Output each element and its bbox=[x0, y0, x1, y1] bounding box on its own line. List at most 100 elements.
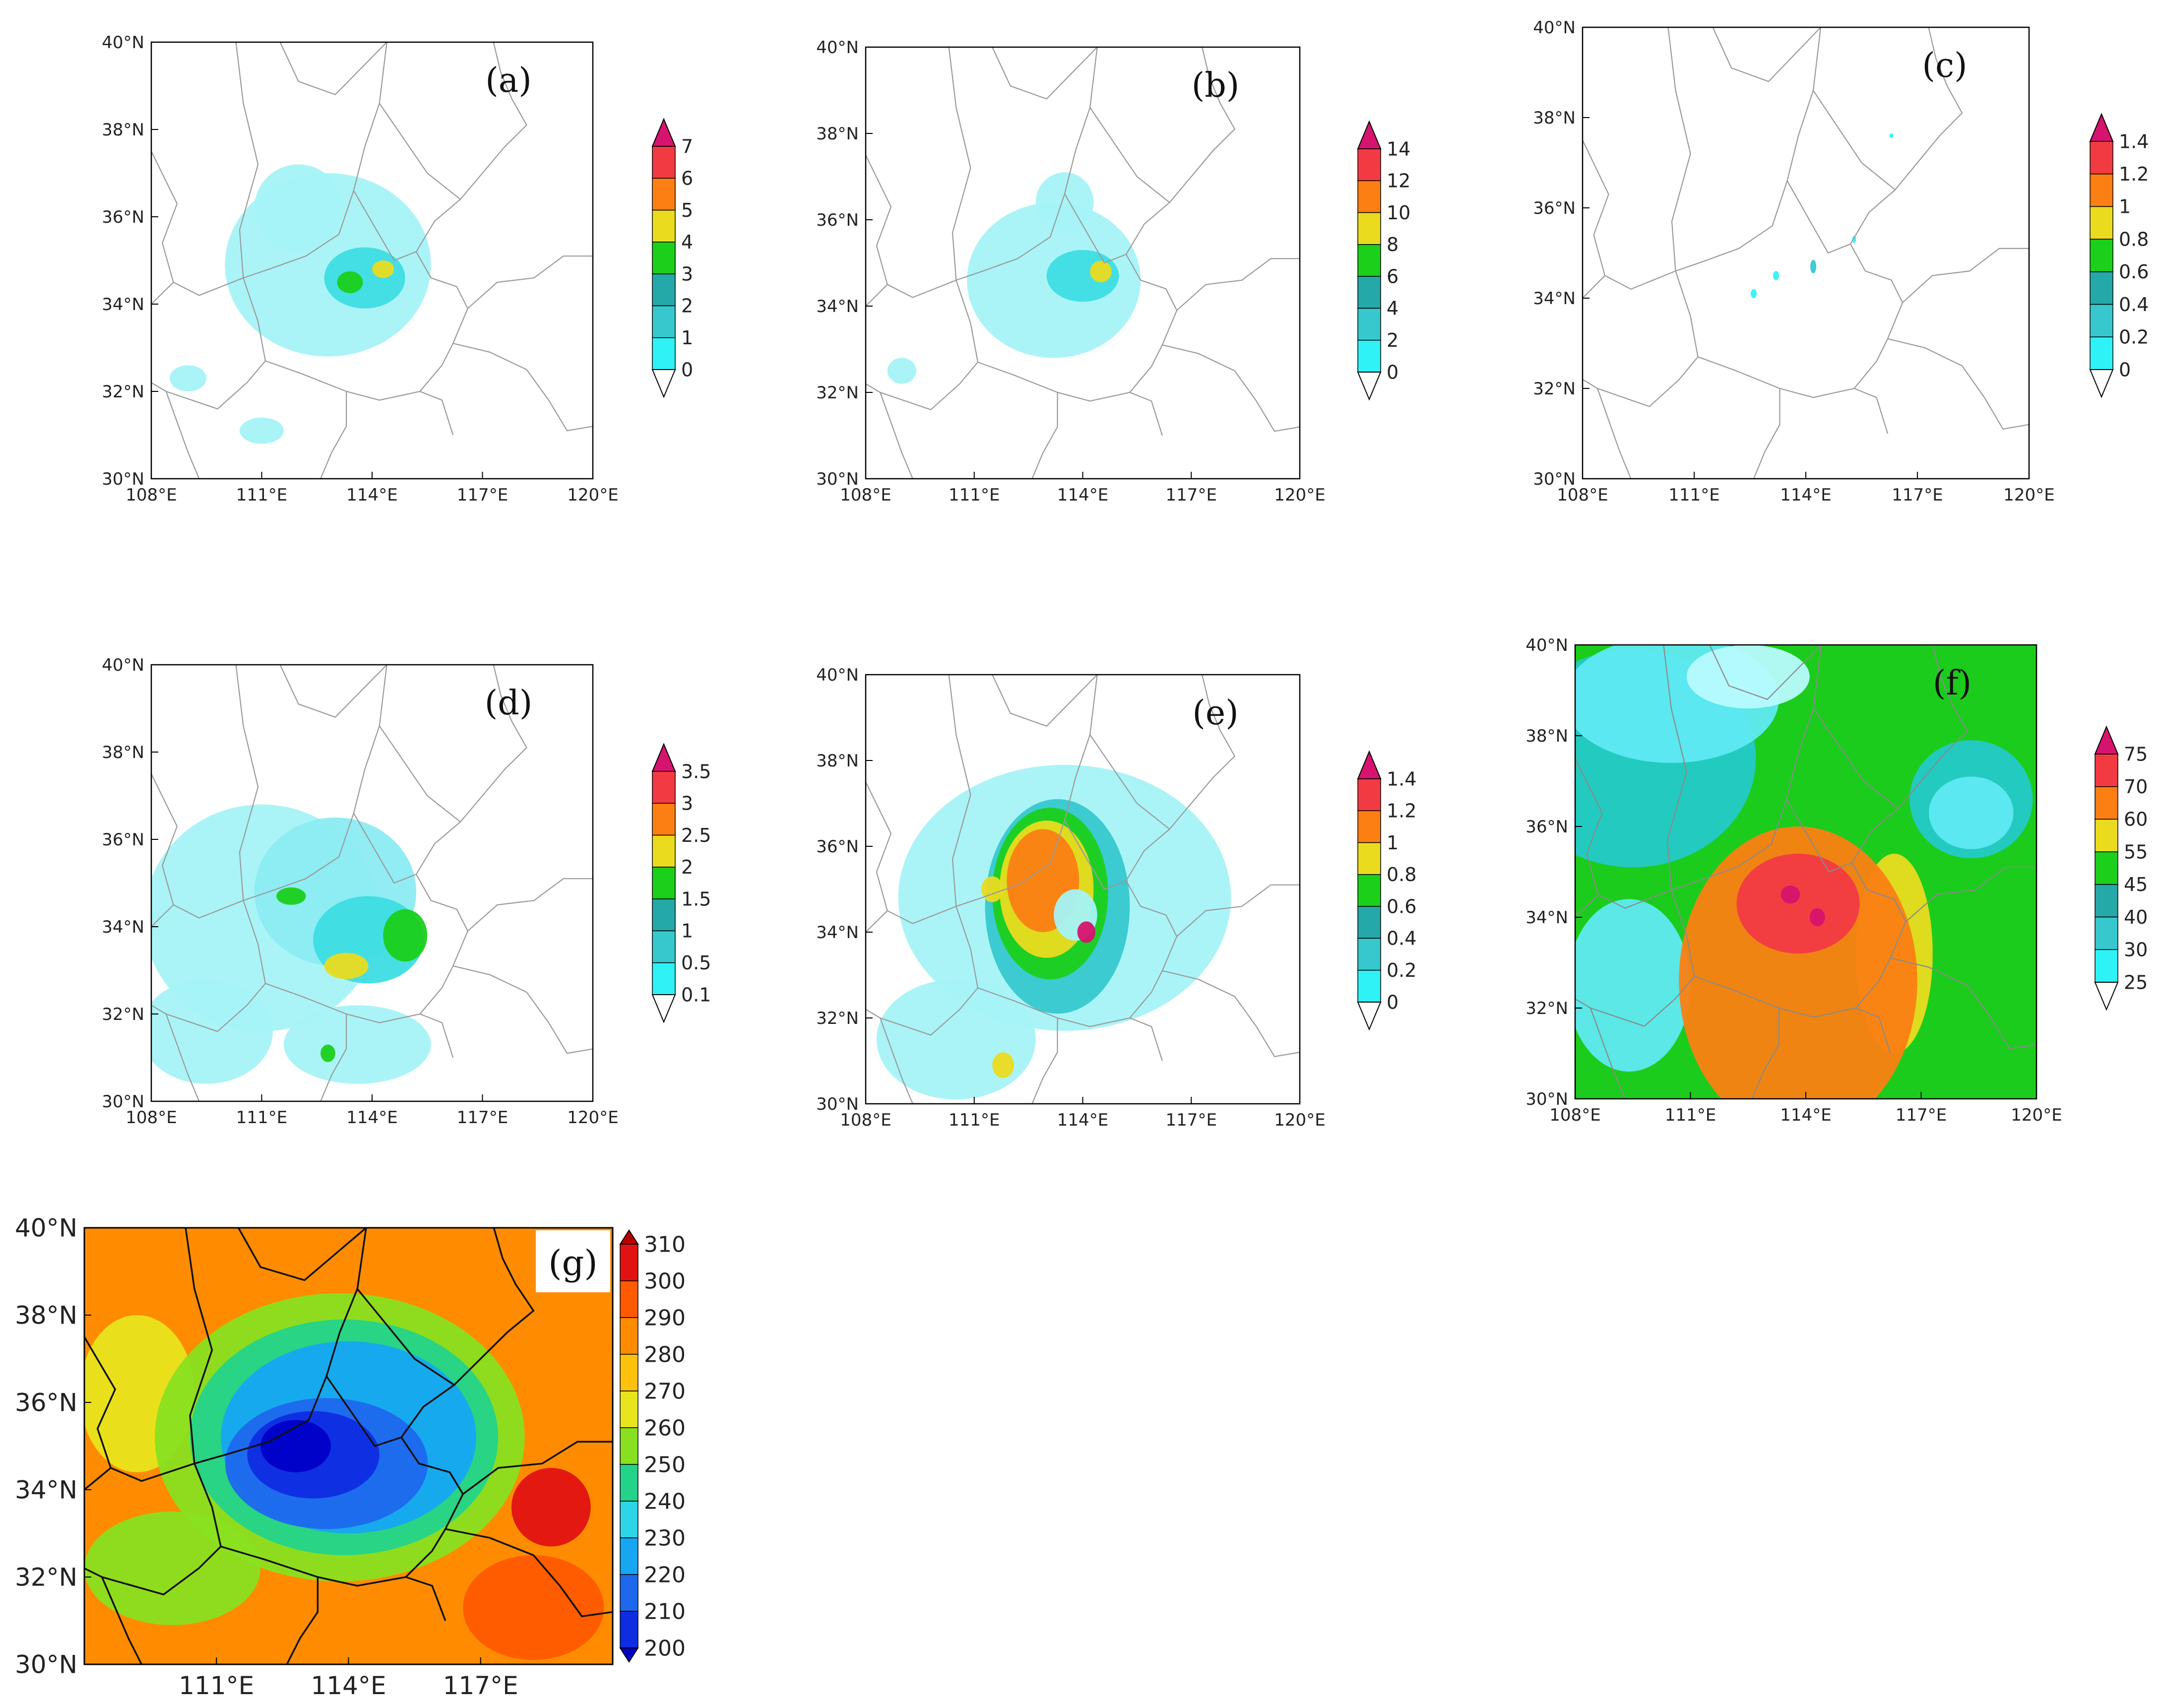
lon-tick-label: 117°E bbox=[457, 485, 508, 505]
colorbar-label: 290 bbox=[644, 1305, 686, 1330]
colorbar-min-triangle bbox=[2094, 982, 2119, 1011]
field-f bbox=[1575, 645, 2036, 1099]
lon-tick-label: 120°E bbox=[567, 1108, 618, 1128]
lat-tick-label: 38°N bbox=[1526, 726, 1568, 746]
colorbar-segment bbox=[652, 273, 676, 307]
lon-tick-label: 108°E bbox=[840, 1110, 891, 1130]
field-patch bbox=[337, 271, 363, 293]
field-patch bbox=[876, 979, 1036, 1100]
colorbar-label: 0.6 bbox=[1387, 895, 1416, 917]
field-patch bbox=[1773, 271, 1779, 280]
field-c bbox=[1583, 27, 2029, 479]
province-boundary bbox=[992, 47, 1098, 100]
lon-tick-label: 111°E bbox=[236, 1108, 287, 1128]
colorbar-c: 0 0.2 0.4 0.6 0.8 1 1.2 1.4 bbox=[2089, 113, 2149, 398]
colorbar-label: 240 bbox=[644, 1489, 686, 1514]
panel-label: (a) bbox=[485, 61, 532, 100]
province-boundary bbox=[460, 42, 527, 200]
lat-tick-label: 38°N bbox=[1533, 108, 1576, 128]
province-boundary bbox=[1169, 47, 1236, 203]
lat-tick-label: 32°N bbox=[1526, 999, 1568, 1018]
colorbar-label: 1.4 bbox=[1387, 768, 1416, 790]
province-boundary bbox=[1583, 140, 1609, 299]
lon-tick-label: 120°E bbox=[567, 485, 618, 505]
province-boundary bbox=[265, 360, 454, 436]
province-boundary bbox=[1031, 1018, 1058, 1104]
colorbar-label: 60 bbox=[2124, 809, 2148, 830]
province-boundary bbox=[462, 1441, 613, 1495]
field-patch bbox=[1686, 645, 1810, 709]
field-patch bbox=[240, 417, 284, 444]
province-boundary bbox=[1895, 27, 1963, 190]
colorbar-segment bbox=[1357, 906, 1381, 939]
province-boundary bbox=[1898, 645, 1968, 809]
colorbar-label: 12 bbox=[1387, 170, 1410, 192]
colorbar-min-triangle bbox=[1357, 1002, 1382, 1031]
colorbar-segment bbox=[1357, 938, 1381, 971]
province-boundary bbox=[1709, 645, 1822, 700]
colorbar-segment bbox=[652, 146, 676, 179]
province-boundary bbox=[866, 155, 892, 307]
province-boundary bbox=[1596, 388, 1632, 479]
colorbar-label: 1 bbox=[681, 327, 693, 349]
colorbar-segment bbox=[2095, 916, 2118, 950]
colorbar-label: 10 bbox=[1387, 202, 1410, 224]
colorbar-label: 2 bbox=[681, 295, 693, 317]
field-patch bbox=[320, 1044, 335, 1062]
field-patch bbox=[1929, 776, 2014, 849]
province-boundary bbox=[1694, 975, 1891, 1054]
lat-tick-label: 40°N bbox=[816, 38, 859, 58]
lon-tick-label: 108°E bbox=[1557, 485, 1608, 505]
field-patch bbox=[1810, 259, 1816, 273]
colorbar-label: 0 bbox=[681, 359, 693, 380]
colorbar-label: 40 bbox=[2124, 906, 2148, 928]
field-patch bbox=[1852, 236, 1856, 243]
colorbar-label: 6 bbox=[1387, 265, 1399, 287]
field-patch bbox=[151, 979, 273, 1084]
lat-tick-label: 30°N bbox=[102, 469, 144, 489]
lat-tick-label: 30°N bbox=[816, 1094, 859, 1114]
lat-tick-label: 34°N bbox=[816, 297, 859, 316]
lat-tick-label: 40°N bbox=[1533, 18, 1576, 38]
lon-tick-label: 111°E bbox=[236, 485, 287, 505]
colorbar-segment bbox=[2090, 141, 2113, 175]
field-patch bbox=[1751, 289, 1757, 299]
lon-tick-label: 120°E bbox=[1274, 1110, 1325, 1130]
field-patch bbox=[1780, 885, 1800, 904]
province-boundary bbox=[467, 878, 593, 932]
colorbar-segment bbox=[1357, 212, 1381, 245]
lat-tick-label: 30°N bbox=[816, 469, 859, 489]
colorbar-segment bbox=[2090, 239, 2113, 272]
colorbar-label: 30 bbox=[2124, 939, 2148, 961]
colorbar-min-triangle bbox=[1357, 372, 1382, 401]
lat-tick-label: 36°N bbox=[15, 1389, 77, 1417]
field-patch bbox=[1035, 172, 1094, 233]
colorbar-g: 200 210 220 230 240 250 260 270 280 290 300 310 bbox=[619, 1229, 686, 1663]
province-boundary bbox=[151, 151, 178, 305]
colorbar-label: 5 bbox=[681, 199, 693, 221]
province-boundary bbox=[151, 773, 178, 927]
lon-tick-label: 108°E bbox=[1549, 1105, 1600, 1125]
lat-tick-label: 36°N bbox=[102, 207, 144, 227]
province-boundary bbox=[880, 1017, 913, 1104]
lon-tick-label: 117°E bbox=[1166, 1110, 1217, 1130]
field-patch bbox=[383, 909, 428, 962]
colorbar-segment bbox=[1357, 276, 1381, 309]
colorbar-label: 55 bbox=[2124, 841, 2148, 863]
lon-tick-label: 117°E bbox=[1166, 485, 1217, 505]
province-boundary bbox=[1890, 957, 2036, 1050]
colorbar-label: 0.1 bbox=[681, 984, 711, 1006]
province-boundary bbox=[173, 277, 244, 296]
province-boundary bbox=[1031, 392, 1058, 479]
colorbar-segment bbox=[1357, 244, 1381, 277]
panel-label: (e) bbox=[1192, 694, 1238, 733]
province-boundary bbox=[467, 255, 593, 309]
colorbar-segment bbox=[620, 1611, 638, 1648]
province-boundary bbox=[165, 391, 200, 479]
colorbar-label: 4 bbox=[1387, 298, 1399, 319]
province-boundary bbox=[165, 1013, 200, 1101]
colorbar-f: 25 30 40 45 55 60 70 75 bbox=[2094, 725, 2148, 1011]
field-patch bbox=[1077, 921, 1096, 943]
province-boundary bbox=[452, 343, 593, 432]
colorbar-label: 220 bbox=[644, 1562, 686, 1587]
